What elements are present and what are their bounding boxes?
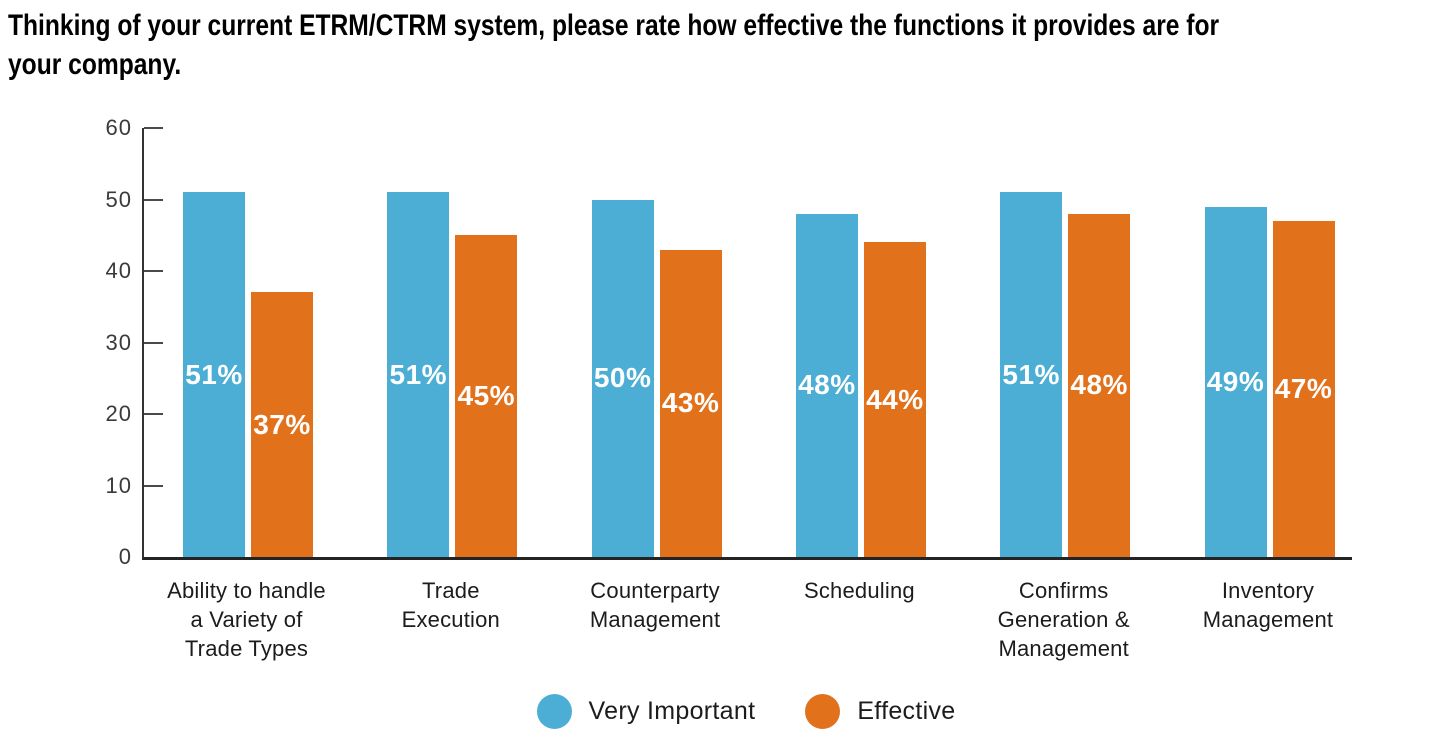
bar-effective: 47%: [1272, 220, 1335, 557]
y-axis-tick: [144, 413, 163, 415]
legend-label: Effective: [857, 697, 956, 725]
bar-very-important: 48%: [795, 213, 858, 557]
bar-value-label: 43%: [661, 387, 720, 419]
bar-value-label: 44%: [866, 383, 924, 415]
legend-item-effective: Effective: [805, 694, 955, 729]
bar-very-important: 50%: [591, 199, 654, 557]
bar-value-label: 47%: [1274, 372, 1333, 404]
y-axis-tick: [144, 127, 163, 129]
y-axis-label: 30: [105, 329, 132, 355]
legend-item-very-important: Very Important: [536, 694, 756, 729]
bar-effective: 48%: [1068, 213, 1131, 557]
bar-value-label: 45%: [457, 380, 516, 412]
plot-area: 51% 37% 51% 45% 50% 43% 48% 44% 51% 48% 49% 47%: [142, 127, 1352, 560]
bar-very-important: 49%: [1204, 206, 1267, 557]
y-axis-label: 20: [105, 401, 132, 426]
category-label: Counterparty Management: [589, 578, 721, 632]
bar-effective: 44%: [863, 242, 926, 557]
legend-swatch-icon: [805, 694, 841, 729]
category-label: Scheduling: [803, 578, 915, 603]
bar-value-label: 48%: [798, 369, 856, 401]
bar-value-label: 51%: [389, 358, 448, 390]
category-label: Ability to handle a Variety of Trade Typ…: [167, 578, 326, 661]
bar-value-label: 51%: [185, 358, 243, 390]
y-axis-tick: [144, 341, 163, 344]
y-axis-tick: [144, 484, 163, 487]
legend: Very Important Effective: [142, 694, 1350, 729]
bar-very-important: 51%: [1000, 192, 1063, 557]
bar-value-label: 50%: [593, 362, 652, 394]
y-axis-label: 60: [105, 115, 132, 140]
y-axis-label: 40: [105, 258, 132, 283]
chart-title: Thinking of your current ETRM/CTRM syste…: [8, 9, 1220, 81]
bar-value-label: 48%: [1070, 369, 1128, 401]
bar-effective: 37%: [251, 292, 313, 557]
y-axis-tick: [144, 270, 163, 272]
bar-value-label: 49%: [1206, 365, 1265, 397]
bar-effective: 45%: [455, 235, 518, 557]
bar-very-important: 51%: [387, 192, 450, 557]
legend-swatch-icon: [536, 694, 572, 729]
bar-very-important: 51%: [183, 192, 245, 557]
bar-effective: 43%: [659, 249, 722, 557]
category-label: Trade Execution: [401, 578, 500, 632]
y-axis-label: 0: [118, 544, 132, 569]
bar-value-label: 51%: [1002, 358, 1060, 390]
legend-label: Very Important: [588, 697, 756, 725]
y-axis-tick: [144, 198, 163, 201]
category-label: Inventory Management: [1202, 578, 1334, 632]
y-axis-label: 10: [105, 472, 132, 498]
bar-value-label: 37%: [253, 408, 311, 440]
y-axis-label: 50: [105, 186, 132, 212]
category-label: Confirms Generation & Management: [997, 578, 1130, 661]
